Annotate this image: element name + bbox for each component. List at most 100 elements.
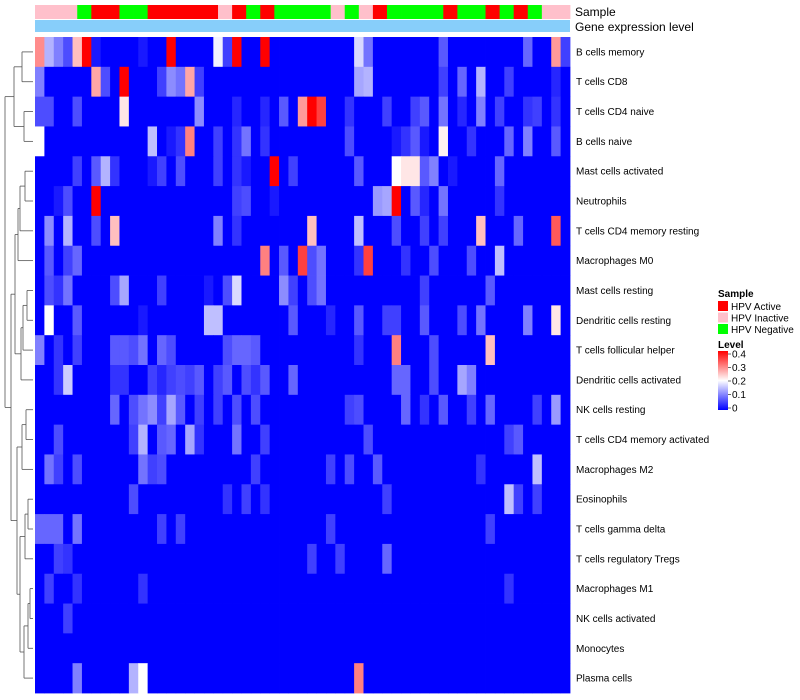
heatmap-cell [401, 335, 411, 366]
heatmap-cell [213, 245, 224, 276]
heatmap-cell [147, 305, 158, 336]
heatmap-cell [494, 215, 505, 247]
heatmap-cell [316, 514, 327, 545]
heatmap-cell [382, 365, 393, 396]
heatmap-cell [363, 514, 374, 545]
heatmap-cell [438, 633, 449, 664]
heatmap-cell [100, 603, 111, 634]
legend-sample-swatch [718, 324, 728, 334]
heatmap-cell [551, 66, 562, 98]
heatmap-cell [541, 484, 552, 515]
heatmap-cell [53, 663, 64, 694]
heatmap-cell [560, 633, 571, 664]
heatmap-cell [476, 186, 486, 217]
heatmap-cell [185, 484, 195, 515]
heatmap-cell [157, 394, 167, 426]
heatmap-cell [419, 275, 430, 306]
heatmap-cell [344, 633, 355, 664]
sample-annotation-cell [555, 5, 571, 19]
heatmap-cell [100, 96, 111, 127]
heatmap-cell [325, 365, 336, 396]
heatmap-cell [222, 245, 233, 276]
heatmap-cell [110, 424, 120, 455]
heatmap-cell [325, 424, 336, 455]
heatmap-cell [232, 96, 242, 127]
heatmap-cell [476, 573, 486, 604]
heatmap-cell [354, 156, 364, 187]
heatmap-cell [81, 484, 92, 515]
sample-annotation-cell [232, 5, 247, 19]
heatmap-cell [419, 305, 430, 336]
heatmap-cell [279, 156, 289, 187]
heatmap-cell [410, 156, 421, 187]
heatmap-cell [110, 573, 120, 604]
heatmap-cell [335, 215, 346, 247]
heatmap-cell [551, 365, 562, 396]
heatmap-cell [494, 156, 505, 187]
heatmap-cell [288, 394, 299, 426]
heatmap-cell [250, 484, 261, 515]
heatmap-cell [232, 305, 242, 336]
heatmap-cell [288, 186, 299, 217]
heatmap-cell [157, 454, 167, 485]
heatmap-cell [523, 603, 533, 634]
heatmap-cell [138, 37, 149, 68]
heatmap-cell [523, 454, 533, 485]
heatmap-cell [241, 543, 252, 575]
heatmap-cell [410, 305, 421, 336]
heatmap-cell [147, 394, 158, 426]
sample-annotation-cell [372, 5, 388, 19]
heatmap-cell [513, 394, 524, 426]
heatmap-cell [457, 603, 468, 634]
heatmap-cell [401, 543, 411, 575]
heatmap-cell [63, 156, 73, 187]
heatmap-cell [485, 573, 496, 604]
heatmap-cell [128, 245, 139, 276]
heatmap-cell [138, 424, 149, 455]
heatmap-cell [382, 484, 393, 515]
heatmap-cell [457, 245, 468, 276]
heatmap-cell [513, 603, 524, 634]
heatmap-cell [354, 305, 364, 336]
heatmap-cell [213, 424, 224, 455]
heatmap-cell [81, 603, 92, 634]
heatmap-cell [175, 186, 186, 217]
heatmap-cell [91, 484, 102, 515]
heatmap-cell [44, 394, 55, 426]
heatmap-cell [119, 573, 130, 604]
heatmap-cell [138, 603, 149, 634]
heatmap-cell [147, 335, 158, 366]
heatmap-cell [447, 37, 458, 68]
heatmap-cell [194, 663, 205, 694]
heatmap-cell [128, 484, 139, 515]
heatmap-cell [382, 543, 393, 575]
heatmap-cell [213, 603, 224, 634]
heatmap-cell [91, 514, 102, 545]
heatmap-cell [457, 454, 468, 485]
heatmap-cell [194, 245, 205, 276]
heatmap-cell [147, 96, 158, 127]
heatmap-cell [166, 37, 177, 68]
heatmap-cell [438, 514, 449, 545]
heatmap-cell [438, 543, 449, 575]
heatmap-cell [504, 275, 515, 306]
heatmap-cell [494, 275, 505, 306]
heatmap-cell [232, 603, 242, 634]
heatmap-cell [335, 66, 346, 98]
heatmap-cell [438, 424, 449, 455]
heatmap-cell [382, 394, 393, 426]
heatmap-cell [429, 543, 439, 575]
heatmap-cell [541, 543, 552, 575]
heatmap-cell [297, 126, 308, 157]
heatmap-cell [157, 603, 167, 634]
heatmap-cell [363, 633, 374, 664]
heatmap-cell [232, 186, 242, 217]
heatmap-cell [138, 454, 149, 485]
heatmap-cell [72, 663, 83, 694]
heatmap-cell [138, 484, 149, 515]
heatmap-cell [91, 603, 102, 634]
heatmap-cell [410, 663, 421, 694]
heatmap-cell [194, 96, 205, 127]
heatmap-cell [269, 66, 280, 98]
legend-level-tick-label: 0.2 [732, 377, 746, 388]
